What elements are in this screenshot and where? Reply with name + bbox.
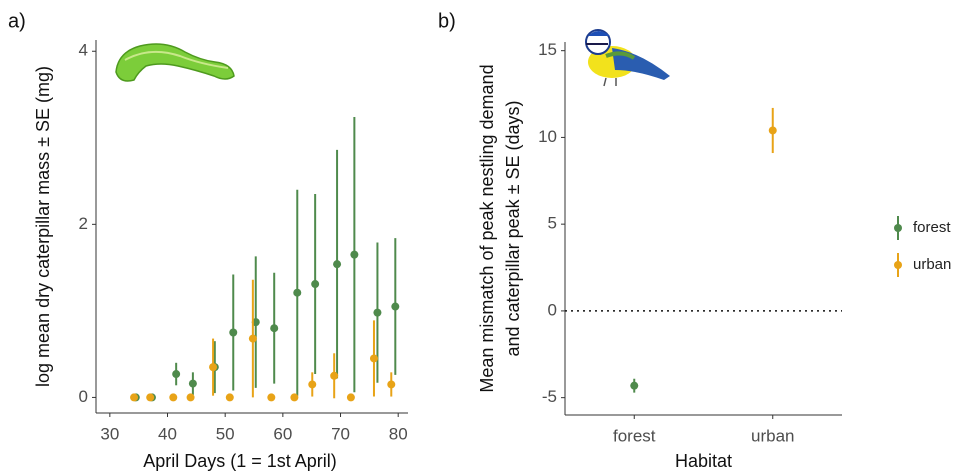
point bbox=[330, 371, 339, 380]
y-axis-title: Mean mismatch of peak nestling demand bbox=[477, 64, 497, 392]
caterpillar-illustration bbox=[115, 43, 235, 82]
panel-label: b) bbox=[438, 10, 456, 32]
point bbox=[346, 393, 355, 402]
x-axis-title: Habitat bbox=[675, 451, 732, 471]
y-tick-label: 4 bbox=[79, 41, 88, 60]
legend-label: urban bbox=[913, 256, 951, 273]
point bbox=[373, 308, 382, 317]
y-axis-title: log mean dry caterpillar mass ± SE (mg) bbox=[33, 66, 53, 387]
plot-area bbox=[130, 117, 400, 402]
y-tick-label: 2 bbox=[79, 214, 88, 233]
legend-key-point bbox=[894, 224, 902, 232]
x-tick-label: urban bbox=[751, 426, 794, 445]
y-tick-label: 15 bbox=[538, 40, 557, 59]
point bbox=[188, 379, 197, 388]
point bbox=[229, 328, 238, 337]
x-tick-label: 80 bbox=[389, 424, 408, 443]
point bbox=[267, 393, 276, 402]
point bbox=[630, 381, 639, 390]
x-tick-label: 70 bbox=[331, 424, 350, 443]
point bbox=[186, 393, 195, 402]
point bbox=[333, 260, 342, 269]
x-tick-label: 40 bbox=[158, 424, 177, 443]
point bbox=[225, 393, 234, 402]
y-axis-title: and caterpillar peak ± SE (days) bbox=[503, 101, 523, 357]
legend-key-point bbox=[894, 261, 902, 269]
bird-illustration bbox=[585, 29, 670, 87]
point bbox=[293, 288, 302, 297]
point bbox=[270, 324, 279, 333]
point bbox=[350, 250, 359, 259]
legend-label: forest bbox=[913, 219, 951, 236]
point bbox=[290, 393, 299, 402]
point bbox=[369, 354, 378, 363]
y-tick-label: 0 bbox=[79, 387, 88, 406]
y-tick-label: 0 bbox=[548, 300, 557, 319]
x-tick-label: forest bbox=[613, 426, 656, 445]
point bbox=[130, 393, 139, 402]
point bbox=[209, 363, 218, 372]
point bbox=[146, 393, 155, 402]
point bbox=[308, 380, 317, 389]
y-tick-label: 5 bbox=[548, 214, 557, 233]
y-tick-label: -5 bbox=[542, 387, 557, 406]
x-tick-label: 30 bbox=[100, 424, 119, 443]
panel-label: a) bbox=[8, 10, 26, 32]
point bbox=[248, 334, 257, 343]
point bbox=[387, 380, 396, 389]
x-axis-title: April Days (1 = 1st April) bbox=[143, 451, 337, 471]
point bbox=[311, 280, 320, 289]
point bbox=[172, 370, 181, 379]
y-tick-label: 10 bbox=[538, 127, 557, 146]
x-tick-label: 50 bbox=[216, 424, 235, 443]
point bbox=[768, 126, 777, 135]
x-tick-label: 60 bbox=[273, 424, 292, 443]
point bbox=[391, 302, 400, 311]
point bbox=[169, 393, 178, 402]
